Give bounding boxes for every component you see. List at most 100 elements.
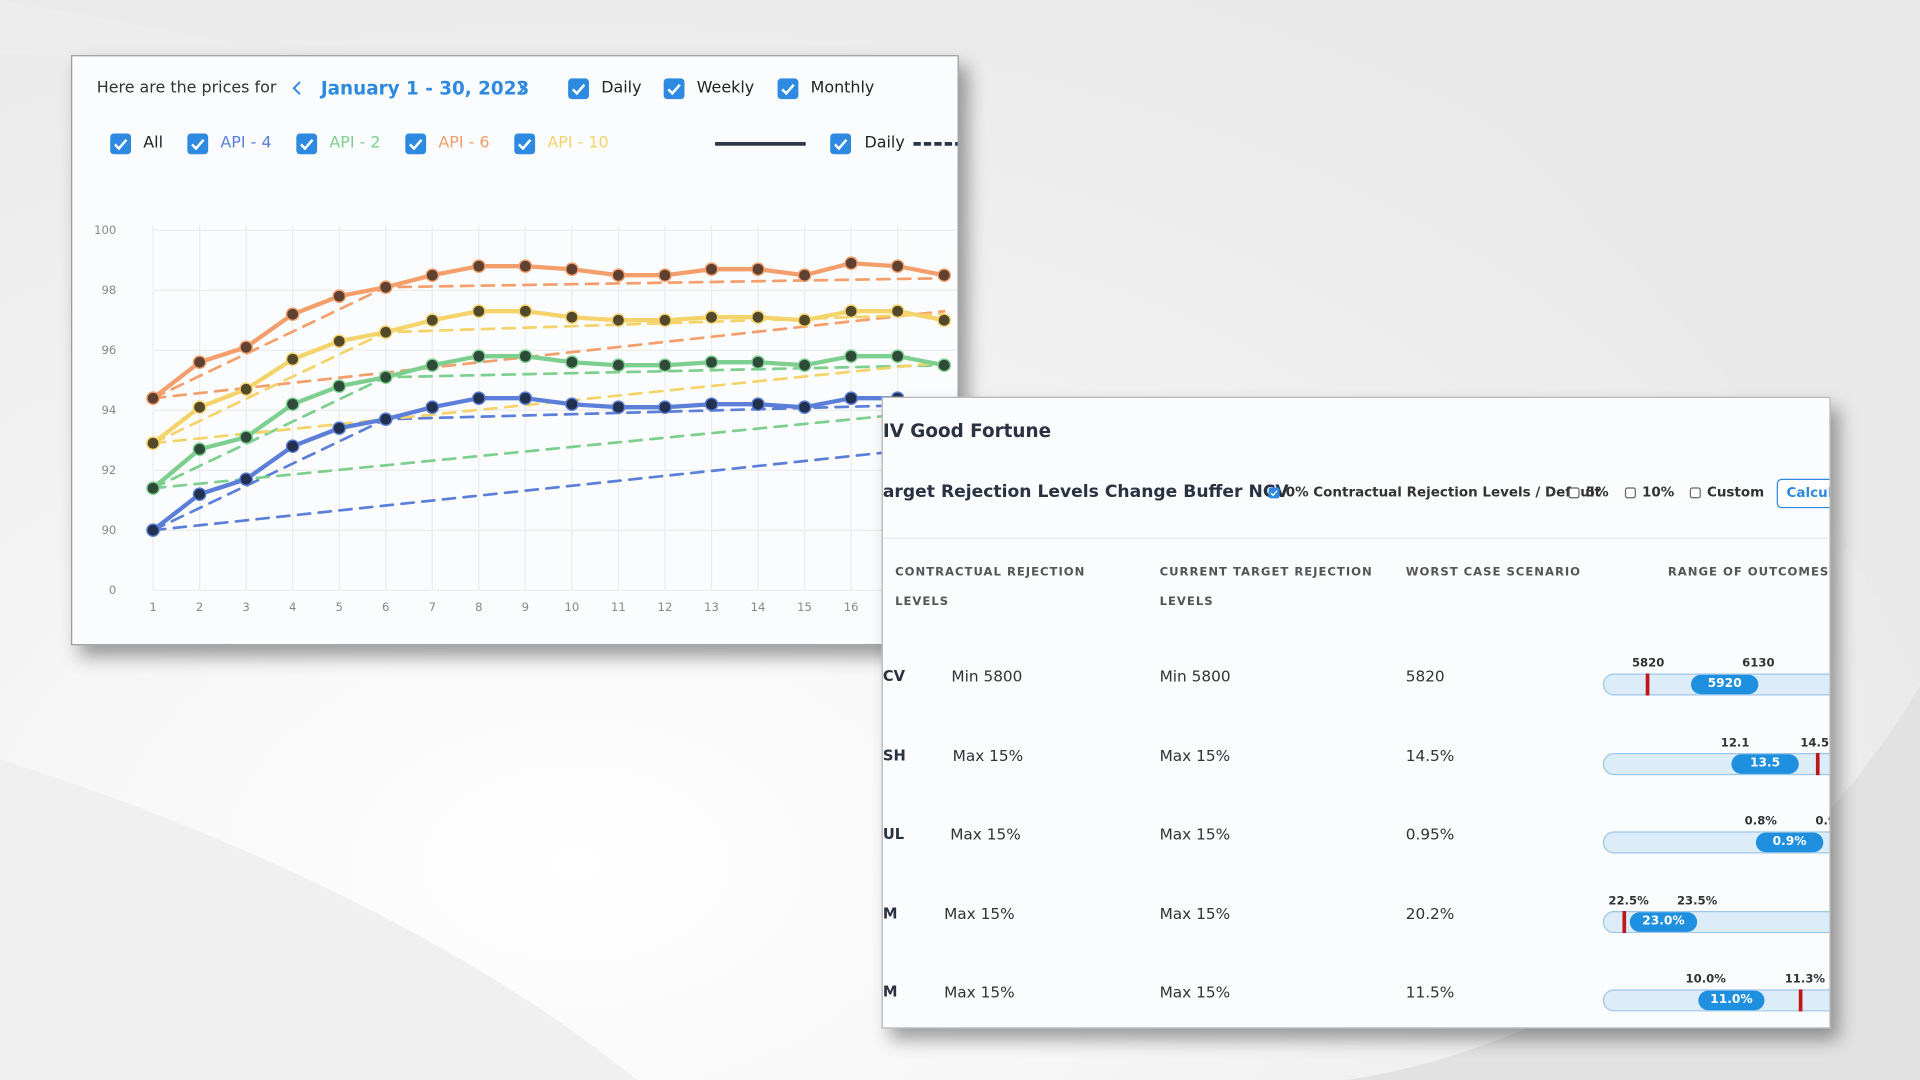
checkbox[interactable] [830, 132, 852, 154]
checkbox[interactable] [1268, 486, 1280, 498]
data-point [704, 310, 719, 325]
data-point [425, 268, 440, 283]
daily-line [150, 354, 947, 491]
checkbox[interactable] [1568, 486, 1580, 498]
data-point [378, 370, 393, 385]
data-point [658, 358, 672, 373]
panel-title: IV Good Fortune [882, 420, 1052, 443]
option-label[interactable]: Custom [1706, 484, 1765, 501]
checkbox[interactable] [296, 132, 318, 154]
weekly-line [151, 312, 946, 445]
data-point [285, 307, 300, 322]
data-point [471, 391, 486, 406]
current-cell: Max 15% [1159, 904, 1231, 923]
data-point [565, 262, 579, 277]
worst-cell: 14.5% [1405, 746, 1455, 765]
data-point [658, 313, 672, 328]
range-value: 0.9% [1755, 832, 1824, 853]
data-point [704, 355, 719, 370]
data-point [471, 259, 486, 274]
data-point [751, 397, 765, 412]
x-tick-label: 4 [289, 600, 296, 614]
period-option[interactable]: Weekly [696, 78, 755, 98]
checkbox[interactable] [514, 132, 536, 154]
check-mark [1270, 489, 1278, 496]
check-mark [113, 138, 128, 150]
x-tick-label: 15 [797, 600, 812, 614]
data-point [518, 391, 533, 406]
data-point [425, 358, 440, 373]
data-point [471, 304, 486, 319]
y-tick-label: 100 [94, 223, 116, 237]
data-point [518, 304, 533, 319]
check-icon [667, 83, 681, 95]
data-point [890, 259, 905, 274]
period-option[interactable]: Daily [601, 78, 642, 98]
data-point [565, 310, 579, 325]
row-label: UL [882, 825, 905, 843]
column-header: WORST CASE SCENARIO [1405, 565, 1582, 580]
swoosh [0, 0, 319, 56]
range-value: 13.5 [1731, 754, 1799, 774]
check-mark [571, 83, 586, 95]
checkbox[interactable] [110, 132, 132, 154]
range-high: 6130 [1742, 656, 1775, 671]
data-point [704, 262, 719, 277]
checkbox[interactable] [187, 132, 209, 154]
range-marker [1622, 911, 1626, 934]
data-point [658, 268, 672, 283]
period-option[interactable]: Monthly [810, 78, 875, 98]
line-style-dashed [913, 142, 958, 146]
option-label[interactable]: 0% Contractual Rejection Levels / Defaul… [1285, 484, 1601, 501]
calculate-button[interactable]: Calculat [1776, 478, 1830, 509]
data-point [285, 439, 300, 454]
data-point [518, 349, 533, 364]
option-label[interactable]: 5% [1585, 484, 1609, 501]
range-marker [1815, 753, 1819, 776]
x-tick-label: 12 [658, 600, 673, 614]
line-style-label[interactable]: Daily [864, 134, 905, 153]
data-point [239, 382, 253, 397]
data-point [378, 325, 393, 340]
legend-label[interactable]: API - 2 [329, 134, 381, 153]
checkbox[interactable] [1689, 486, 1701, 498]
checkbox[interactable] [1624, 486, 1636, 498]
checkbox[interactable] [568, 77, 589, 99]
data-point [844, 304, 858, 319]
option-label[interactable]: 10% [1642, 484, 1675, 501]
legend-label[interactable]: API - 10 [547, 134, 609, 153]
checkbox[interactable] [663, 77, 685, 99]
column-header: CURRENT TARGET REJECTION LEVELS [1159, 565, 1373, 609]
data-point [797, 400, 812, 415]
checkbox[interactable] [405, 132, 427, 154]
date-range[interactable]: January 1 - 30, 2023 [320, 77, 530, 100]
contractual-cell: Max 15% [944, 904, 1015, 923]
row-label: M [882, 904, 898, 923]
chevron [292, 81, 301, 95]
data-point [285, 397, 300, 412]
prev-button[interactable] [291, 80, 303, 97]
x-tick-label: 7 [429, 600, 436, 614]
check-mark [781, 83, 795, 95]
table-panel: IV Good Fortune arget Rejection Levels Ch… [881, 396, 1831, 1029]
data-point [285, 352, 300, 367]
filter-all[interactable]: All [143, 134, 164, 153]
check-icon [300, 138, 314, 150]
contractual-cell: Max 15% [950, 824, 1021, 844]
x-tick-label: 6 [382, 600, 389, 614]
data-point [937, 313, 952, 328]
checkbox[interactable] [777, 77, 799, 99]
range-high: 0.9 [1815, 814, 1829, 829]
daily-line [150, 261, 947, 401]
data-point [146, 481, 160, 496]
legend-label[interactable]: API - 6 [438, 134, 490, 153]
data-point [192, 442, 207, 457]
data-point [425, 313, 440, 328]
worst-cell: 20.2% [1405, 904, 1455, 923]
x-tick-label: 9 [522, 600, 529, 614]
data-point [751, 355, 765, 370]
legend-label[interactable]: API - 4 [220, 134, 272, 153]
next-button[interactable] [514, 80, 526, 97]
